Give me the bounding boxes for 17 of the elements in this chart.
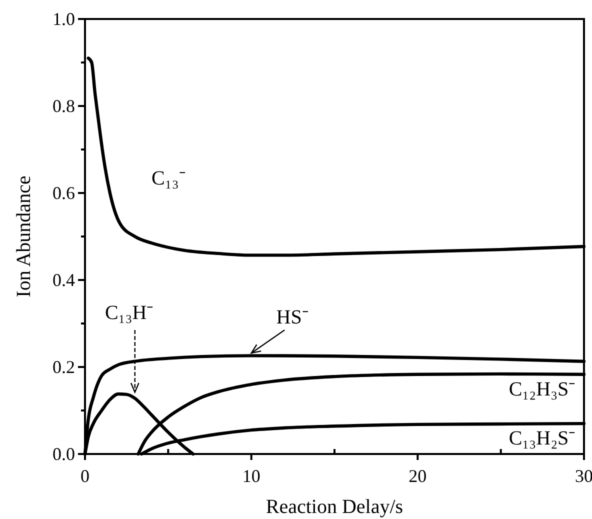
text: C₁₃⁻ (152, 167, 186, 190)
x-tick-label: 0 (80, 466, 90, 486)
series-label: HS⁻ (276, 306, 309, 328)
series-label: C₁₂H₃S⁻ (508, 378, 576, 400)
x-tick-label: 30 (575, 466, 592, 486)
y-tick-label: 0.8 (52, 96, 75, 116)
x-tick-label: 20 (408, 466, 427, 486)
y-tick-label: 0.0 (52, 444, 75, 464)
series-label: C₁₃H₂S⁻ (508, 427, 576, 450)
y-tick-label: 1.0 (52, 9, 75, 29)
x-axis-title: Reaction Delay/s (266, 496, 404, 518)
y-tick-label: 0.4 (52, 270, 75, 290)
y-axis-title: Ion Abundance (13, 176, 35, 298)
x-tick-label: 10 (242, 466, 260, 486)
y-tick-label: 0.6 (52, 183, 75, 203)
text: C₁₃H⁻ (104, 302, 154, 324)
y-tick-label: 0.2 (52, 357, 75, 377)
